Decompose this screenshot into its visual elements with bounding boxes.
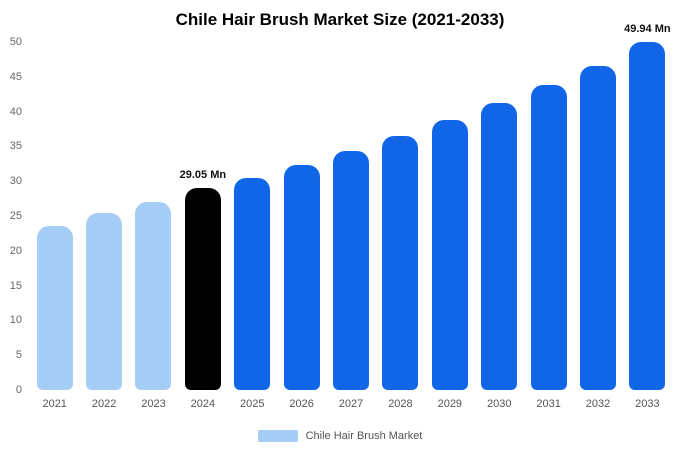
x-axis-label: 2027	[338, 398, 364, 410]
bar-2029	[431, 119, 468, 390]
y-axis-tick-label: 40	[9, 105, 22, 118]
y-axis-tick-label: 50	[9, 36, 22, 48]
bar-2033	[629, 42, 666, 390]
y-axis-tick-label: 30	[9, 175, 22, 188]
y-axis-tick-label: 15	[9, 279, 22, 292]
bar-column: 2021	[30, 42, 79, 410]
y-axis: 0 5 10 15 20 25 30 35 40 45 50	[0, 36, 26, 396]
bar-column: 2030	[475, 42, 524, 410]
bar-column: 2022	[79, 42, 128, 410]
bar-2023	[135, 202, 172, 390]
legend-swatch-icon	[257, 430, 298, 442]
bar-column: 2027	[326, 42, 375, 410]
bar-2030	[481, 103, 518, 390]
x-axis-label: 2025	[240, 398, 265, 410]
y-axis-tick-label: 25	[9, 210, 22, 222]
bar-column: 2025	[228, 42, 277, 410]
x-axis-label: 2030	[486, 398, 512, 410]
bar-column: 49.94 Mn 2033	[623, 23, 672, 410]
y-axis-tick-label: 0	[15, 384, 22, 396]
x-axis-label: 2023	[141, 398, 166, 410]
y-axis-tick-label: 35	[9, 140, 22, 153]
x-axis-label: 2029	[437, 398, 463, 410]
y-axis-tick-label: 45	[9, 70, 22, 83]
bar-2024	[184, 187, 221, 390]
x-axis-label: 2032	[585, 398, 611, 410]
x-axis-label: 2021	[42, 398, 67, 410]
x-axis-label: 2026	[289, 398, 314, 410]
bar-column: 2029	[425, 42, 474, 410]
y-axis-tick-label: 5	[15, 349, 22, 362]
bar-2025	[234, 177, 271, 390]
bar-2027	[333, 150, 370, 390]
legend[interactable]: Chile Hair Brush Market	[0, 430, 680, 442]
x-axis-label: 2031	[536, 398, 561, 410]
bar-column: 2028	[376, 42, 425, 410]
bar-2032	[579, 65, 616, 390]
legend-label: Chile Hair Brush Market	[305, 430, 423, 442]
bar-column: 2023	[129, 42, 178, 410]
x-axis-label: 2033	[635, 398, 660, 410]
y-axis-tick-label: 10	[9, 314, 22, 327]
plot-area: 2021 2022 2023 29.05 Mn 2024 2025 2026 2027 2028…	[30, 23, 672, 410]
bar-2026	[283, 165, 320, 390]
bar-2031	[530, 85, 567, 390]
y-axis-tick-label: 20	[9, 244, 22, 257]
bar-column: 2032	[573, 42, 622, 410]
bar-value-label: 29.05 Mn	[179, 168, 227, 181]
bar-column: 2031	[524, 42, 573, 410]
bar-2022	[86, 213, 123, 390]
chart-title: Chile Hair Brush Market Size (2021-2033)	[175, 10, 505, 29]
bar-value-label: 49.94 Mn	[624, 23, 671, 36]
bar-2021	[36, 225, 73, 390]
x-axis-label: 2028	[388, 398, 413, 410]
bar-column: 29.05 Mn 2024	[178, 42, 227, 410]
x-axis-label: 2024	[190, 398, 216, 410]
x-axis-label: 2022	[91, 398, 117, 410]
bar-column: 2026	[277, 42, 326, 410]
bar-2028	[382, 135, 419, 390]
